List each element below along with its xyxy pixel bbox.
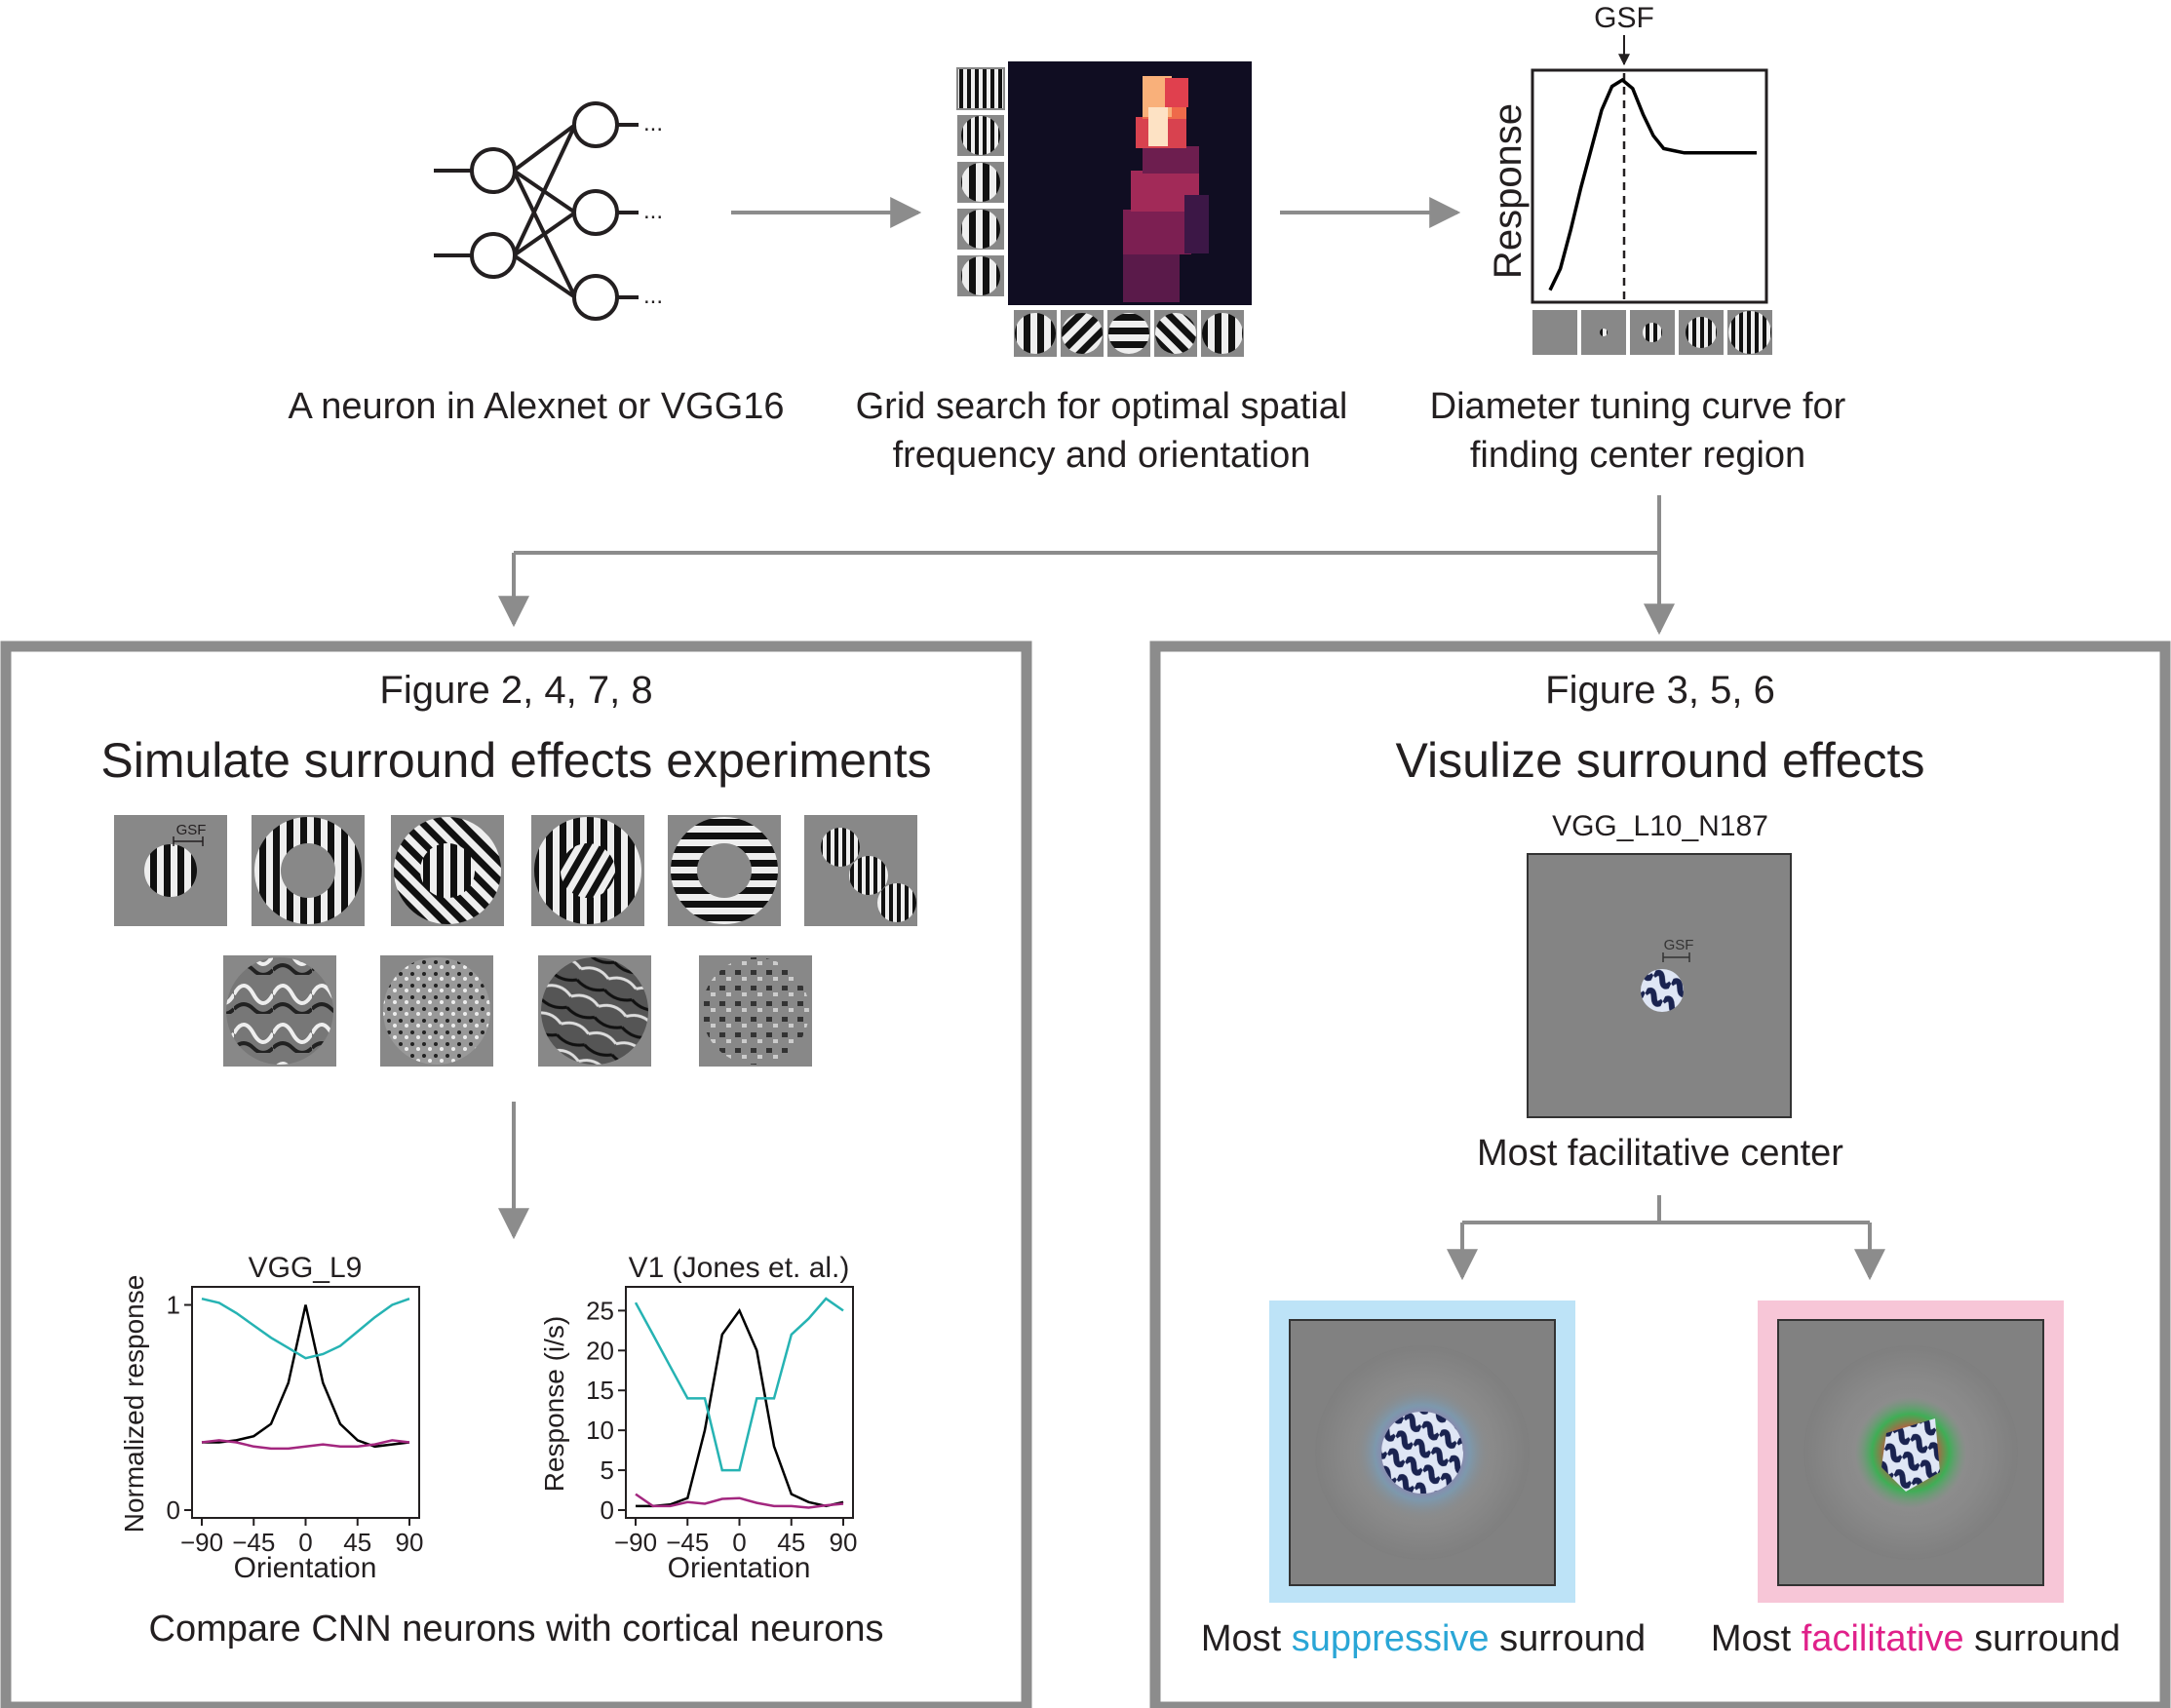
diameter-caption-line-1: Diameter tuning curve for	[1429, 386, 1846, 427]
diameter-caption: Diameter tuning curve for finding center…	[1384, 382, 1891, 480]
grid-caption: Grid search for optimal spatial frequenc…	[829, 382, 1375, 480]
split-arrows	[1447, 1195, 1885, 1281]
network-diagram	[434, 101, 639, 321]
v1-ytick-label: 0	[601, 1495, 614, 1525]
grid-caption-line-1: Grid search for optimal spatial	[855, 386, 1348, 427]
suppressive-word: suppressive	[1291, 1618, 1490, 1659]
ellipsis-2: ...	[643, 198, 663, 224]
suppressive-prefix: Most	[1200, 1618, 1292, 1659]
vgg-xtick-label: −90	[180, 1528, 223, 1557]
gsf-label-stimulus: GSF	[176, 822, 207, 838]
vgg-ytick-label: 0	[167, 1495, 180, 1525]
neuron-caption: A neuron in Alexnet or VGG16	[288, 386, 785, 427]
gsf-label-center: GSF	[1664, 937, 1694, 953]
gsf-label-top: GSF	[1594, 2, 1654, 34]
ellipsis-3: ...	[643, 283, 663, 309]
surround-stimuli-row-1: GSF	[114, 815, 917, 926]
v1-xtick-label: 90	[830, 1528, 858, 1557]
vgg-chart-xlabel: Orientation	[234, 1552, 377, 1584]
heatmap-hotspot	[1123, 76, 1209, 302]
v1-ytick-label: 15	[586, 1376, 614, 1405]
vgg-l9-chart: VGG_L9 Orientation Normalized response −…	[119, 1252, 423, 1584]
left-panel-footer: Compare CNN neurons with cortical neuron…	[148, 1609, 884, 1650]
center-image: GSF	[1527, 853, 1792, 1118]
grid-caption-line-2: frequency and orientation	[892, 435, 1311, 476]
ellipsis-1: ...	[643, 110, 663, 136]
right-panel-title: Visulize surround effects	[1395, 733, 1925, 788]
surround-stimuli-row-2	[223, 955, 812, 1067]
vgg-series-cross-surround	[201, 1439, 410, 1451]
v1-ytick-label: 25	[586, 1296, 614, 1325]
vgg-xtick-label: 45	[343, 1528, 371, 1557]
v1-jones-chart: V1 (Jones et. al.) Orientation Response …	[539, 1252, 857, 1584]
vgg-ytick-label: 1	[167, 1291, 180, 1320]
vgg-xtick-label: −45	[232, 1528, 275, 1557]
diameter-curve	[1548, 77, 1757, 291]
v1-chart-ylabel: Response (i/s)	[539, 1316, 569, 1493]
facilitative-prefix: Most	[1710, 1618, 1802, 1659]
v1-xtick-label: 45	[777, 1528, 805, 1557]
suppressive-surround-image	[1269, 1300, 1575, 1603]
facilitative-word: facilitative	[1801, 1618, 1964, 1659]
neuron-id-label: VGG_L10_N187	[1552, 810, 1768, 842]
suppressive-suffix: surround	[1489, 1618, 1647, 1659]
vgg-xtick-label: 0	[298, 1528, 312, 1557]
v1-ytick-label: 10	[586, 1416, 614, 1445]
frequency-stimuli-row	[1014, 310, 1244, 357]
v1-xtick-label: −45	[666, 1528, 709, 1557]
right-panel-border	[1149, 640, 2171, 1708]
v1-series-center	[636, 1307, 844, 1508]
vgg-series-iso-surround	[201, 1297, 410, 1360]
facilitative-suffix: surround	[1963, 1618, 2121, 1659]
v1-series-cross-surround	[635, 1493, 844, 1509]
diameter-caption-line-2: finding center region	[1469, 435, 1806, 476]
vgg-chart-ylabel: Normalized response	[119, 1275, 149, 1533]
left-panel-border	[0, 640, 1032, 1708]
facilitative-caption: Most facilitative surround	[1662, 1614, 2169, 1663]
vgg-series-center	[202, 1304, 410, 1449]
grid-search-heatmap	[956, 61, 1252, 357]
diameter-stimuli-row	[1532, 310, 1772, 355]
v1-series-iso-surround	[634, 1297, 844, 1472]
diameter-tuning-chart: GSF Response	[1487, 2, 1772, 355]
vgg-chart-title: VGG_L9	[249, 1252, 363, 1284]
v1-ytick-label: 20	[586, 1336, 614, 1365]
facilitative-surround-image	[1758, 1300, 2064, 1603]
response-axis-label: Response	[1487, 103, 1530, 279]
vgg-xtick-label: 90	[396, 1528, 424, 1557]
right-panel-figures: Figure 3, 5, 6	[1545, 669, 1775, 712]
left-panel-figures: Figure 2, 4, 7, 8	[379, 669, 653, 712]
v1-xtick-label: −90	[614, 1528, 657, 1557]
orientation-stimuli-column	[956, 67, 1005, 296]
left-panel-title: Simulate surround effects experiments	[100, 733, 932, 788]
connector-to-panels	[498, 495, 1675, 636]
v1-ytick-label: 5	[601, 1456, 614, 1485]
suppressive-caption: Most suppressive surround	[1170, 1614, 1677, 1663]
v1-xtick-label: 0	[732, 1528, 746, 1557]
center-caption: Most facilitative center	[1477, 1133, 1843, 1174]
v1-chart-xlabel: Orientation	[668, 1552, 811, 1584]
v1-chart-title: V1 (Jones et. al.)	[629, 1252, 850, 1284]
